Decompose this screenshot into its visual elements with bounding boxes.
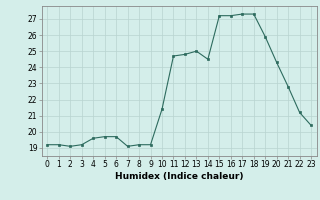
X-axis label: Humidex (Indice chaleur): Humidex (Indice chaleur) — [115, 172, 244, 181]
